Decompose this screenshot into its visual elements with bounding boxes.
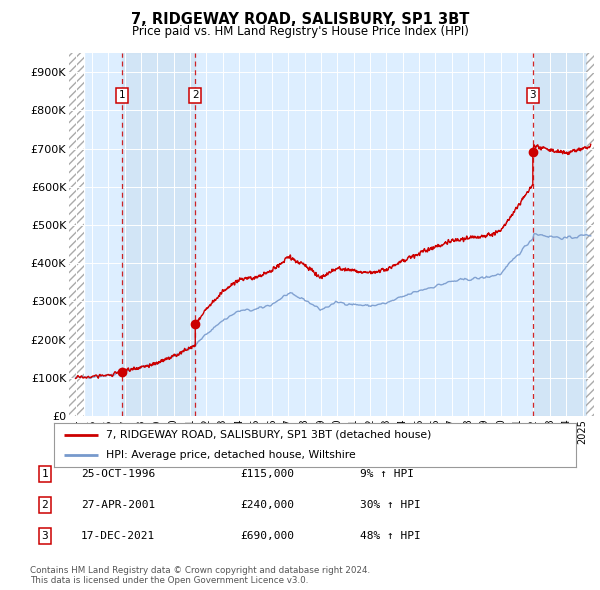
Text: £115,000: £115,000	[240, 470, 294, 479]
Text: 27-APR-2001: 27-APR-2001	[81, 500, 155, 510]
Text: 7, RIDGEWAY ROAD, SALISBURY, SP1 3BT: 7, RIDGEWAY ROAD, SALISBURY, SP1 3BT	[131, 12, 469, 27]
Text: Price paid vs. HM Land Registry's House Price Index (HPI): Price paid vs. HM Land Registry's House …	[131, 25, 469, 38]
Text: HPI: Average price, detached house, Wiltshire: HPI: Average price, detached house, Wilt…	[106, 450, 356, 460]
Bar	[533, 53, 586, 416]
Bar	[122, 53, 195, 416]
Bar	[586, 53, 594, 416]
Text: 9% ↑ HPI: 9% ↑ HPI	[360, 470, 414, 479]
Text: 1: 1	[118, 90, 125, 100]
Text: 1: 1	[41, 470, 49, 479]
Text: £690,000: £690,000	[240, 531, 294, 540]
Text: 30% ↑ HPI: 30% ↑ HPI	[360, 500, 421, 510]
Text: 3: 3	[41, 531, 49, 540]
Text: 2: 2	[192, 90, 199, 100]
Bar	[69, 53, 84, 416]
Text: 25-OCT-1996: 25-OCT-1996	[81, 470, 155, 479]
Text: 2: 2	[41, 500, 49, 510]
Text: 48% ↑ HPI: 48% ↑ HPI	[360, 531, 421, 540]
Bar	[69, 53, 84, 416]
Text: 3: 3	[530, 90, 536, 100]
Text: £240,000: £240,000	[240, 500, 294, 510]
Text: 17-DEC-2021: 17-DEC-2021	[81, 531, 155, 540]
Text: 7, RIDGEWAY ROAD, SALISBURY, SP1 3BT (detached house): 7, RIDGEWAY ROAD, SALISBURY, SP1 3BT (de…	[106, 430, 431, 440]
Bar	[586, 53, 594, 416]
Text: Contains HM Land Registry data © Crown copyright and database right 2024.
This d: Contains HM Land Registry data © Crown c…	[30, 566, 370, 585]
